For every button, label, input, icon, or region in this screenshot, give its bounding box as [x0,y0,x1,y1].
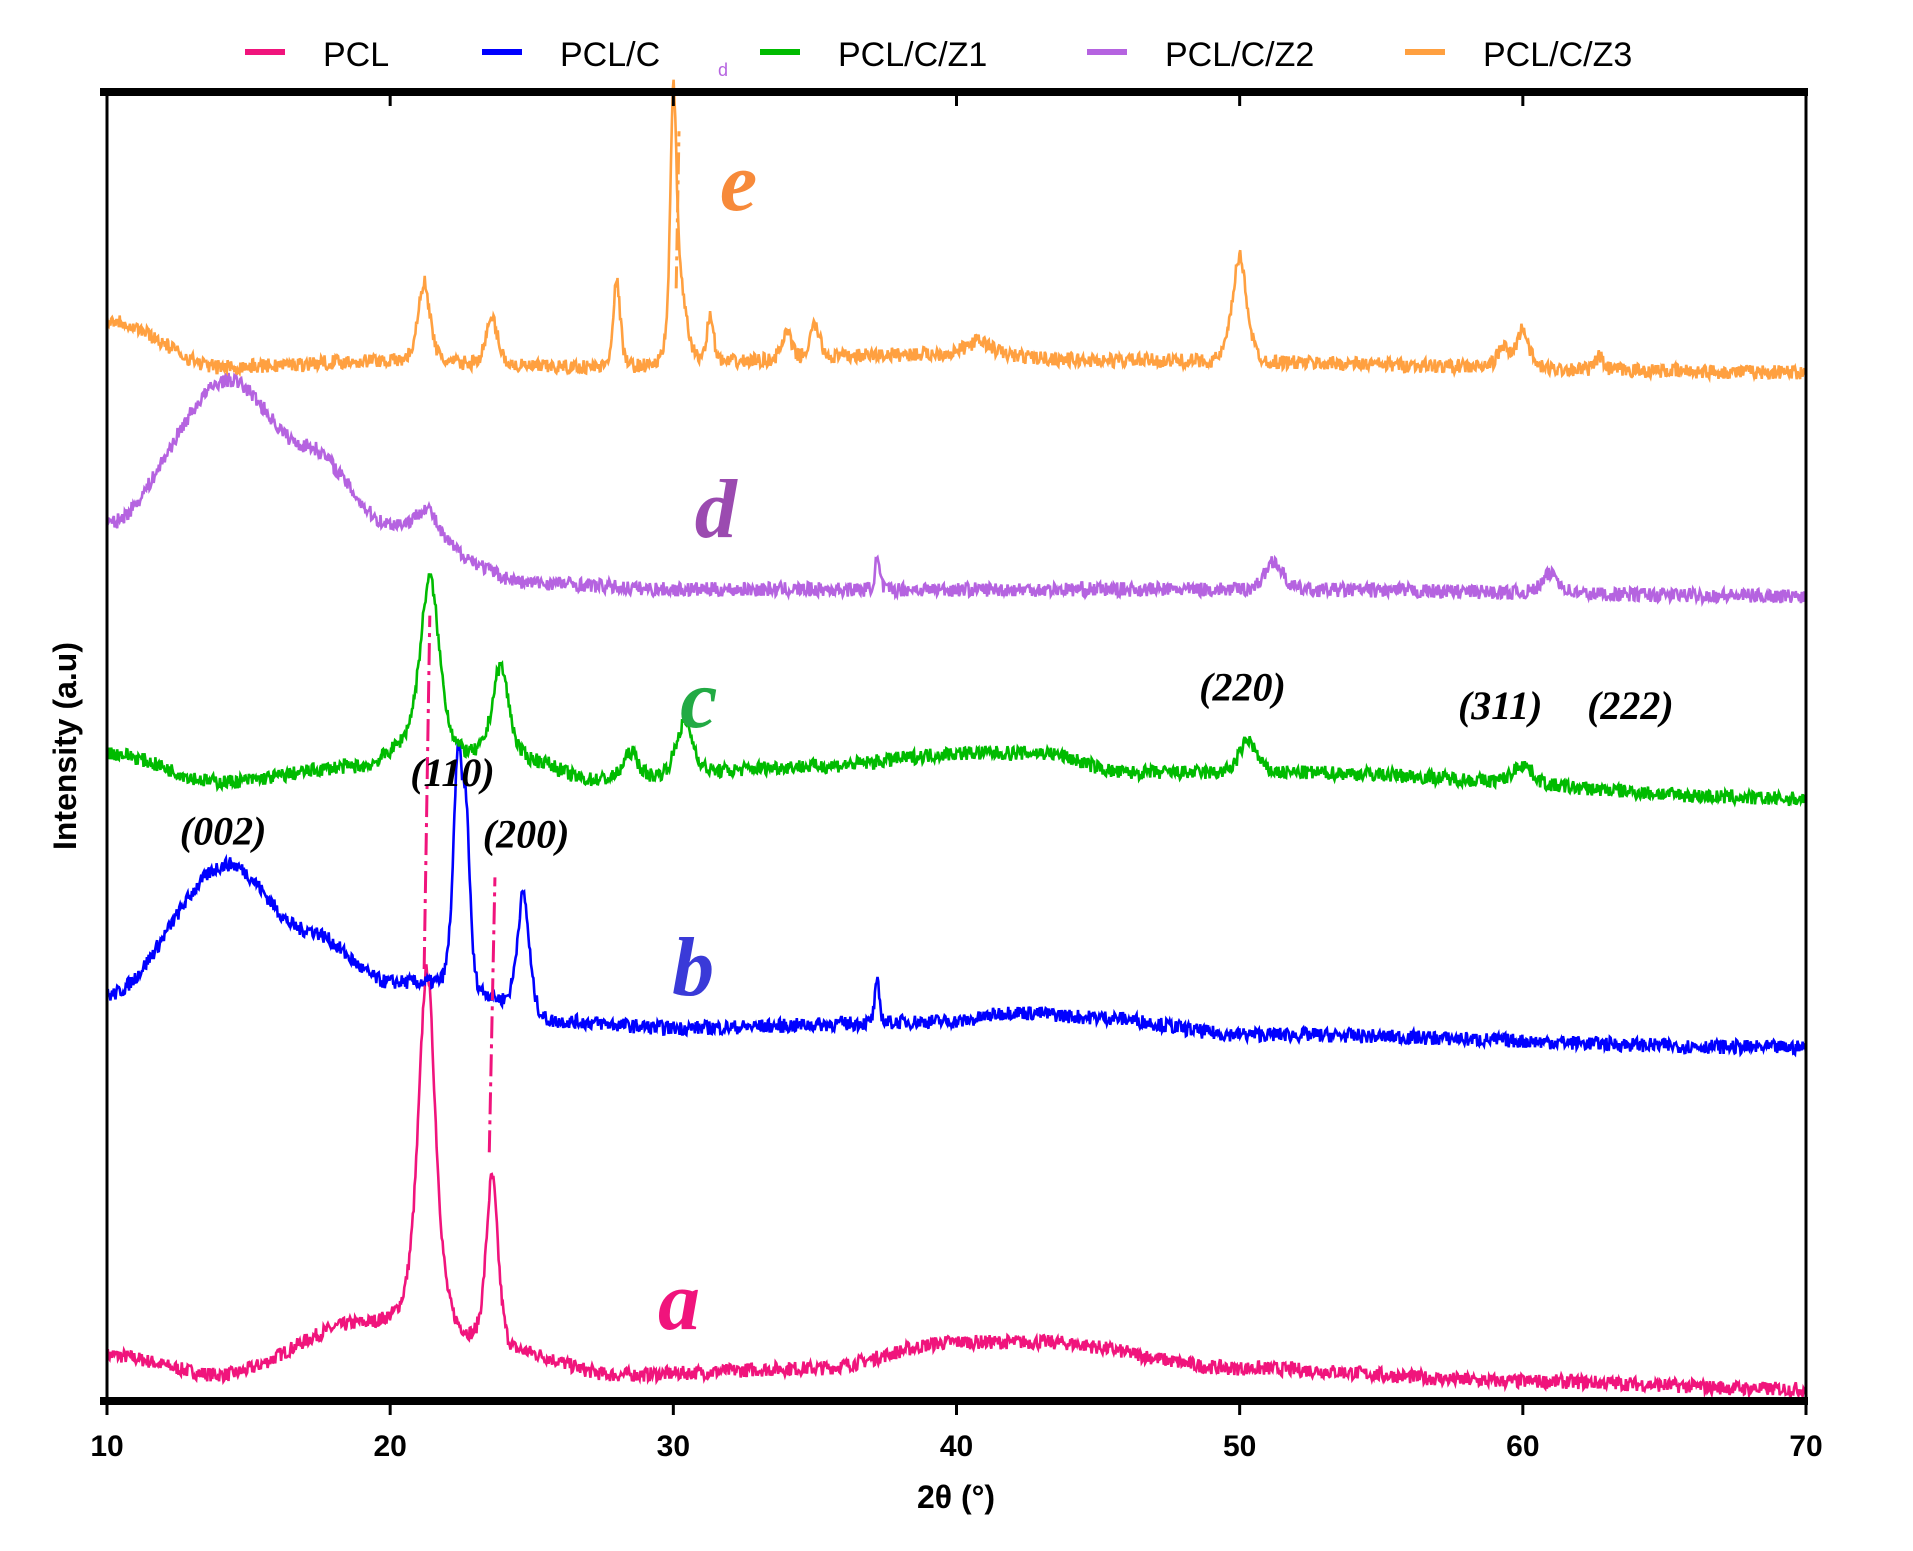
miller-index-label: (200) [483,811,570,856]
x-tick-label: 50 [1223,1430,1256,1463]
x-tick-label: 60 [1506,1430,1539,1463]
miller-index-label: (311) [1458,683,1542,728]
legend: PCL PCL/C PCL/C/Z1 PCL/C/Z2 PCL/C/Z3 [245,36,1632,74]
x-tick-label: 20 [373,1430,406,1463]
peak-guides [422,131,681,1153]
series-line-e [105,79,1808,384]
curve-letter-d: d [695,463,739,556]
peak-guide-line [674,131,681,289]
miller-index-label: (222) [1587,683,1674,728]
curve-letter-c: c [680,653,717,746]
miller-index-label: (220) [1199,665,1286,710]
x-axis-label: 2θ (°) [917,1479,995,1515]
x-ticks: 10 20 30 40 50 60 70 [90,92,1823,1463]
miller-index-annotations: (002) (110) (200) (220) (311) (222) [180,665,1674,857]
x-tick-label: 40 [940,1430,973,1463]
series-line-d [106,371,1808,608]
x-tick-label: 70 [1789,1430,1822,1463]
legend-label: PCL/C/Z1 [838,36,987,74]
x-tick-label: 10 [90,1430,123,1463]
legend-label: PCL [323,36,389,74]
plot-frame [105,90,1808,1403]
legend-label: PCL/C/Z2 [1165,36,1314,74]
curve-letters: a b c d e [658,136,757,1348]
series-line-c [105,573,1808,808]
curve-letter-a: a [658,1255,700,1348]
curve-letter-b: b [672,921,714,1014]
miller-index-label: (002) [180,809,267,854]
x-tick-label: 30 [657,1430,690,1463]
legend-stray-label: d [718,60,728,80]
series-line-b [105,740,1808,1058]
curves [105,79,1808,1402]
y-axis-label: Intensity (a.u) [47,642,83,850]
legend-label: PCL/C/Z3 [1483,36,1632,74]
miller-index-label: (110) [410,750,494,795]
series-line-a [105,964,1807,1402]
curve-letter-e: e [720,136,757,229]
peak-guide-line [422,615,432,970]
peak-guide-line [487,877,497,1153]
legend-label: PCL/C [560,36,660,74]
